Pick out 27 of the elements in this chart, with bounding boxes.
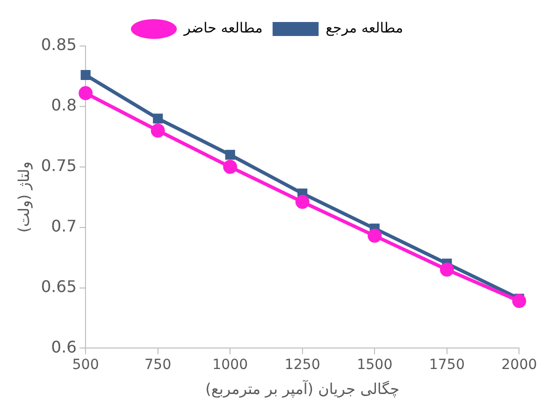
x-tick-label: 1500 xyxy=(356,357,392,374)
legend-label: مطالعه مرجع xyxy=(326,20,404,37)
x-tick-label: 2000 xyxy=(501,357,538,374)
y-tick-label: 0.7 xyxy=(51,216,77,236)
x-tick-label: 1750 xyxy=(429,357,465,374)
point xyxy=(78,86,93,100)
y-tick-label: 0.85 xyxy=(41,35,77,54)
point xyxy=(80,70,91,80)
point xyxy=(152,114,163,124)
y-tick-label: 0.65 xyxy=(41,276,77,296)
y-tick-label: 0.6 xyxy=(51,337,77,356)
x-tick-label: 500 xyxy=(72,357,99,374)
point xyxy=(150,124,165,138)
legend-label: مطالعه حاضر xyxy=(182,20,263,37)
point xyxy=(440,262,454,277)
x-tick-label: 1250 xyxy=(284,357,320,374)
x-axis-title: چگالی جریان (آمپر بر مترمربع) xyxy=(205,378,400,398)
x-tick-label: 750 xyxy=(144,357,172,374)
y-axis-title: ولتاژ (ولت) xyxy=(14,162,33,233)
point xyxy=(368,228,382,243)
x-tick-label: 1000 xyxy=(212,357,248,374)
point xyxy=(225,150,236,160)
point xyxy=(223,160,238,174)
y-tick-label: 0.75 xyxy=(41,156,77,176)
y-tick-label: 0.8 xyxy=(51,96,77,115)
point xyxy=(512,294,526,308)
point xyxy=(295,194,310,209)
